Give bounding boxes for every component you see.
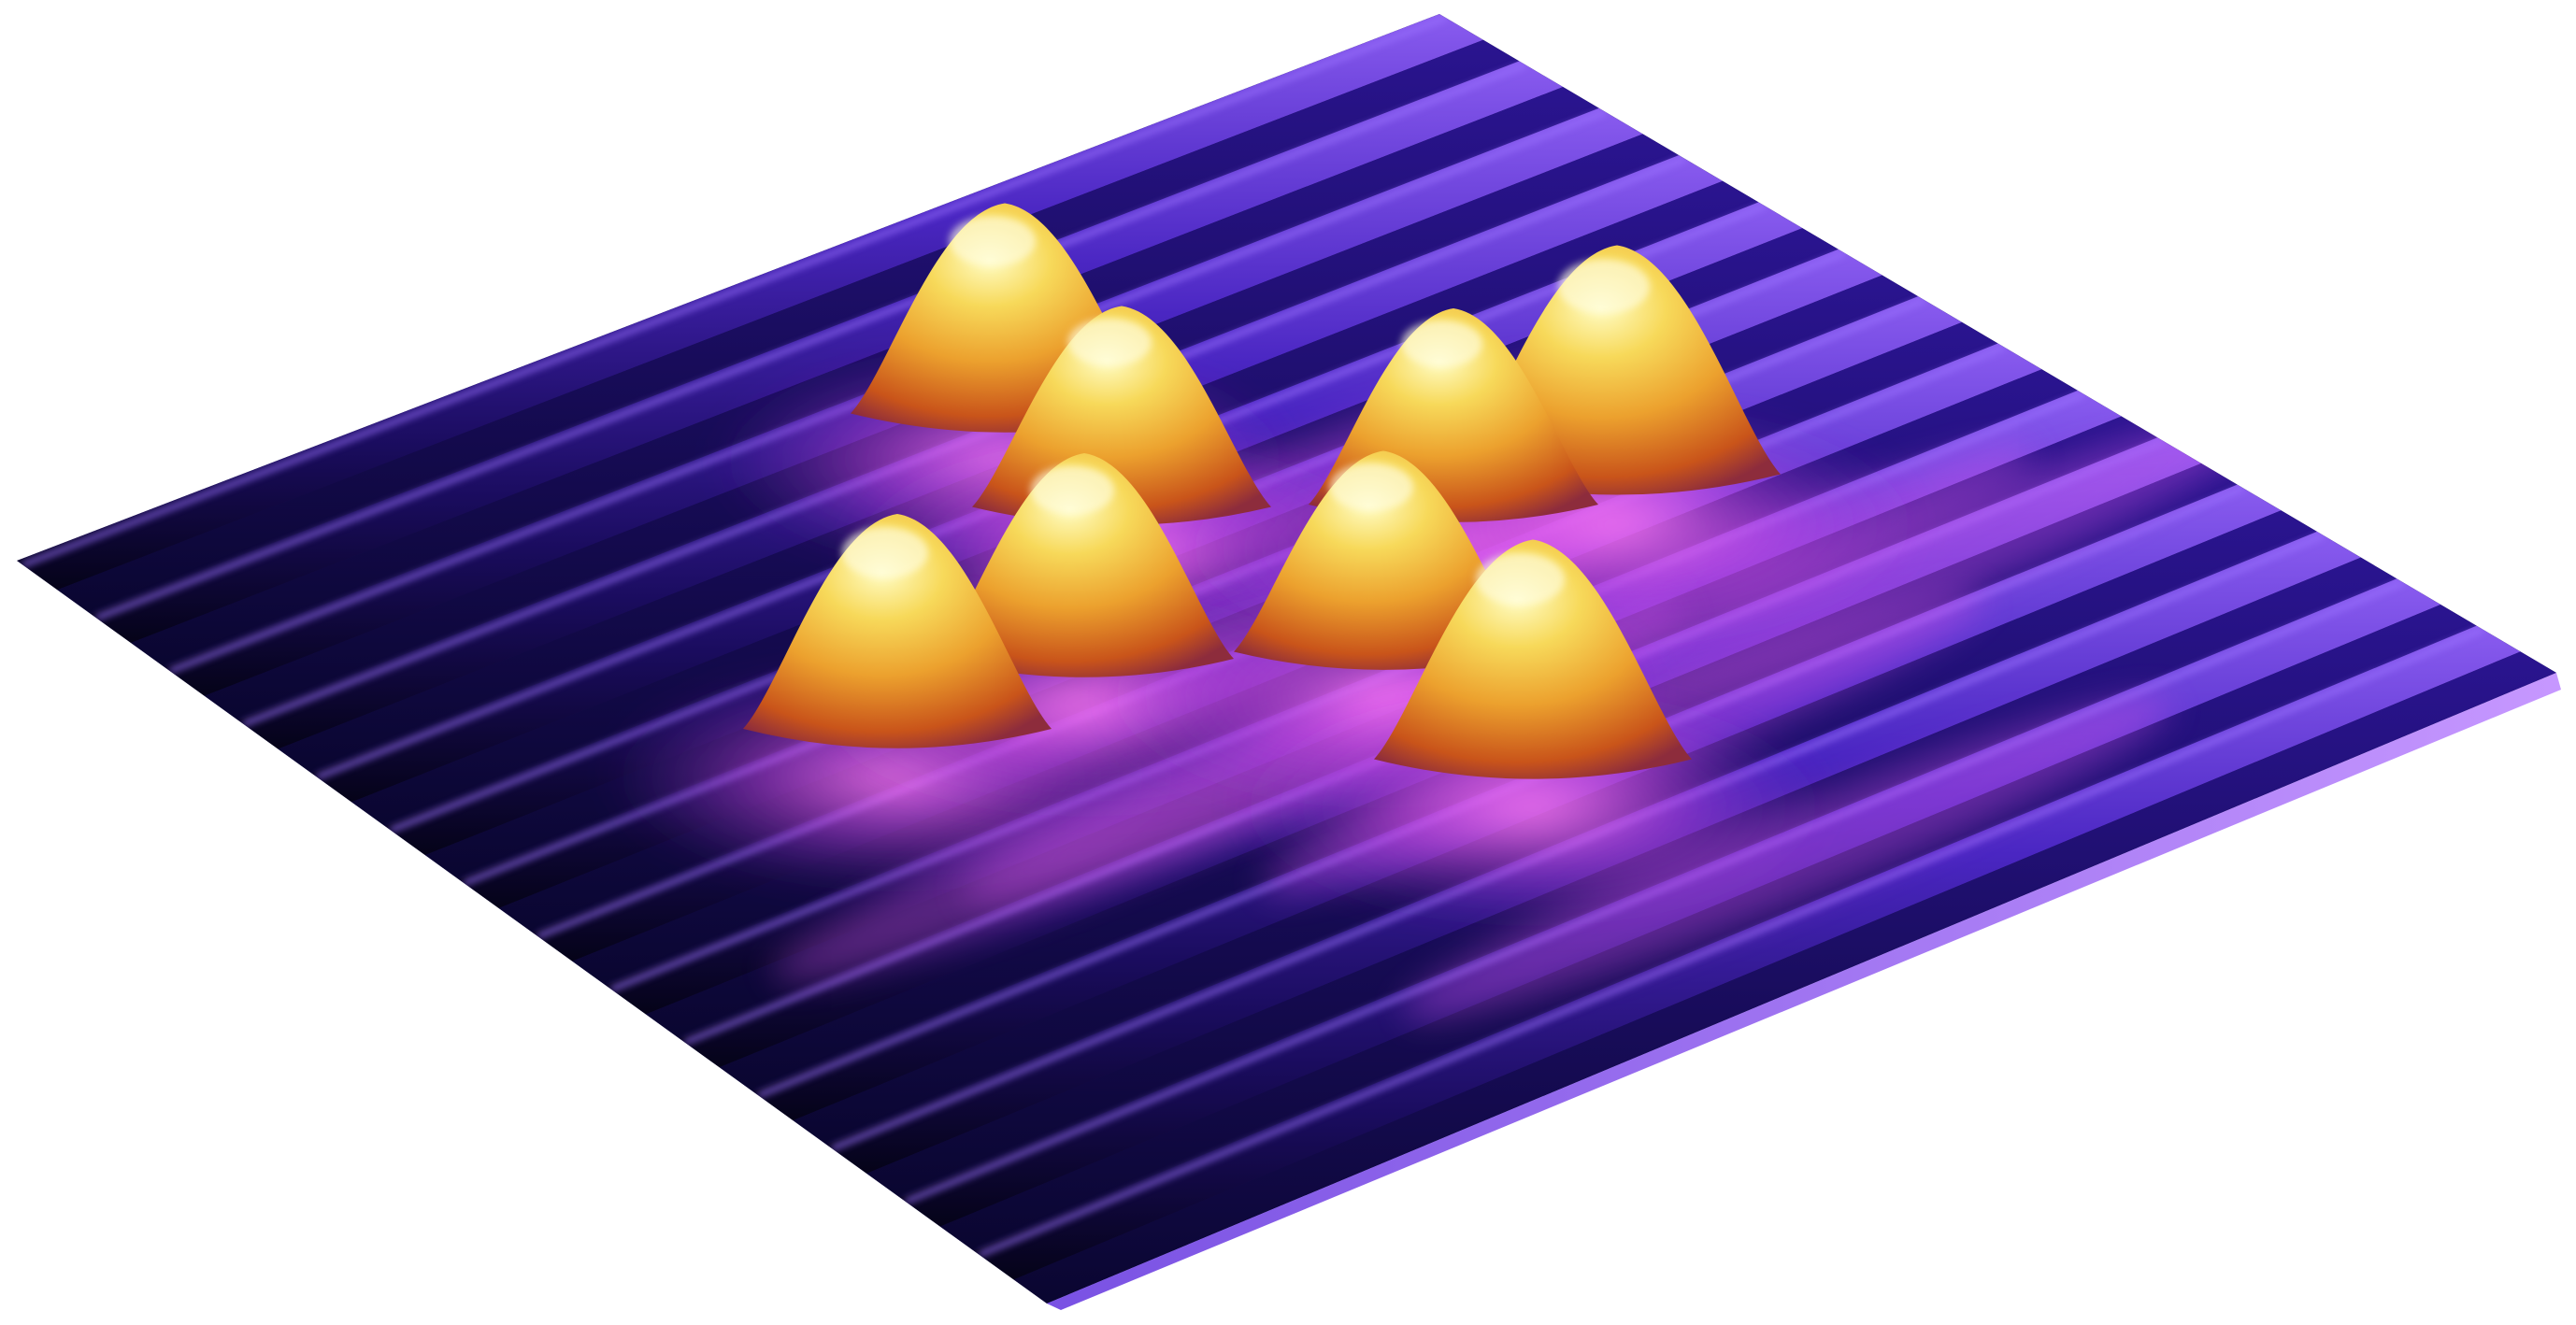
peak-trail-glow xyxy=(1483,412,2274,743)
ridge-highlight xyxy=(978,626,2484,1258)
gaussian-peak xyxy=(972,306,1271,525)
gaussian-peak xyxy=(935,453,1234,677)
peak-specular xyxy=(1030,465,1114,515)
peak-layer xyxy=(743,203,1781,779)
ridge-valley xyxy=(1013,651,2556,1304)
ridge-crest xyxy=(90,61,1564,644)
ridge-crest xyxy=(973,625,2521,1280)
peak-specular xyxy=(1329,463,1413,511)
peak-specular xyxy=(841,526,928,579)
gaussian-peak xyxy=(743,514,1052,748)
ridge-crest xyxy=(17,14,1483,591)
ridge-highlight xyxy=(21,15,1447,568)
peak-trail-glow xyxy=(1403,697,2171,1019)
gaussian-peak xyxy=(1374,539,1692,779)
peak-specular xyxy=(1067,318,1152,367)
ridge-highlight xyxy=(94,62,1527,621)
peak-specular xyxy=(1401,320,1482,367)
ridge-valley xyxy=(57,39,1520,614)
peak-specular xyxy=(1558,259,1650,314)
peak-specular xyxy=(949,216,1036,266)
peak-specular xyxy=(1475,552,1565,606)
front-edge-highlight xyxy=(1047,673,2561,1310)
